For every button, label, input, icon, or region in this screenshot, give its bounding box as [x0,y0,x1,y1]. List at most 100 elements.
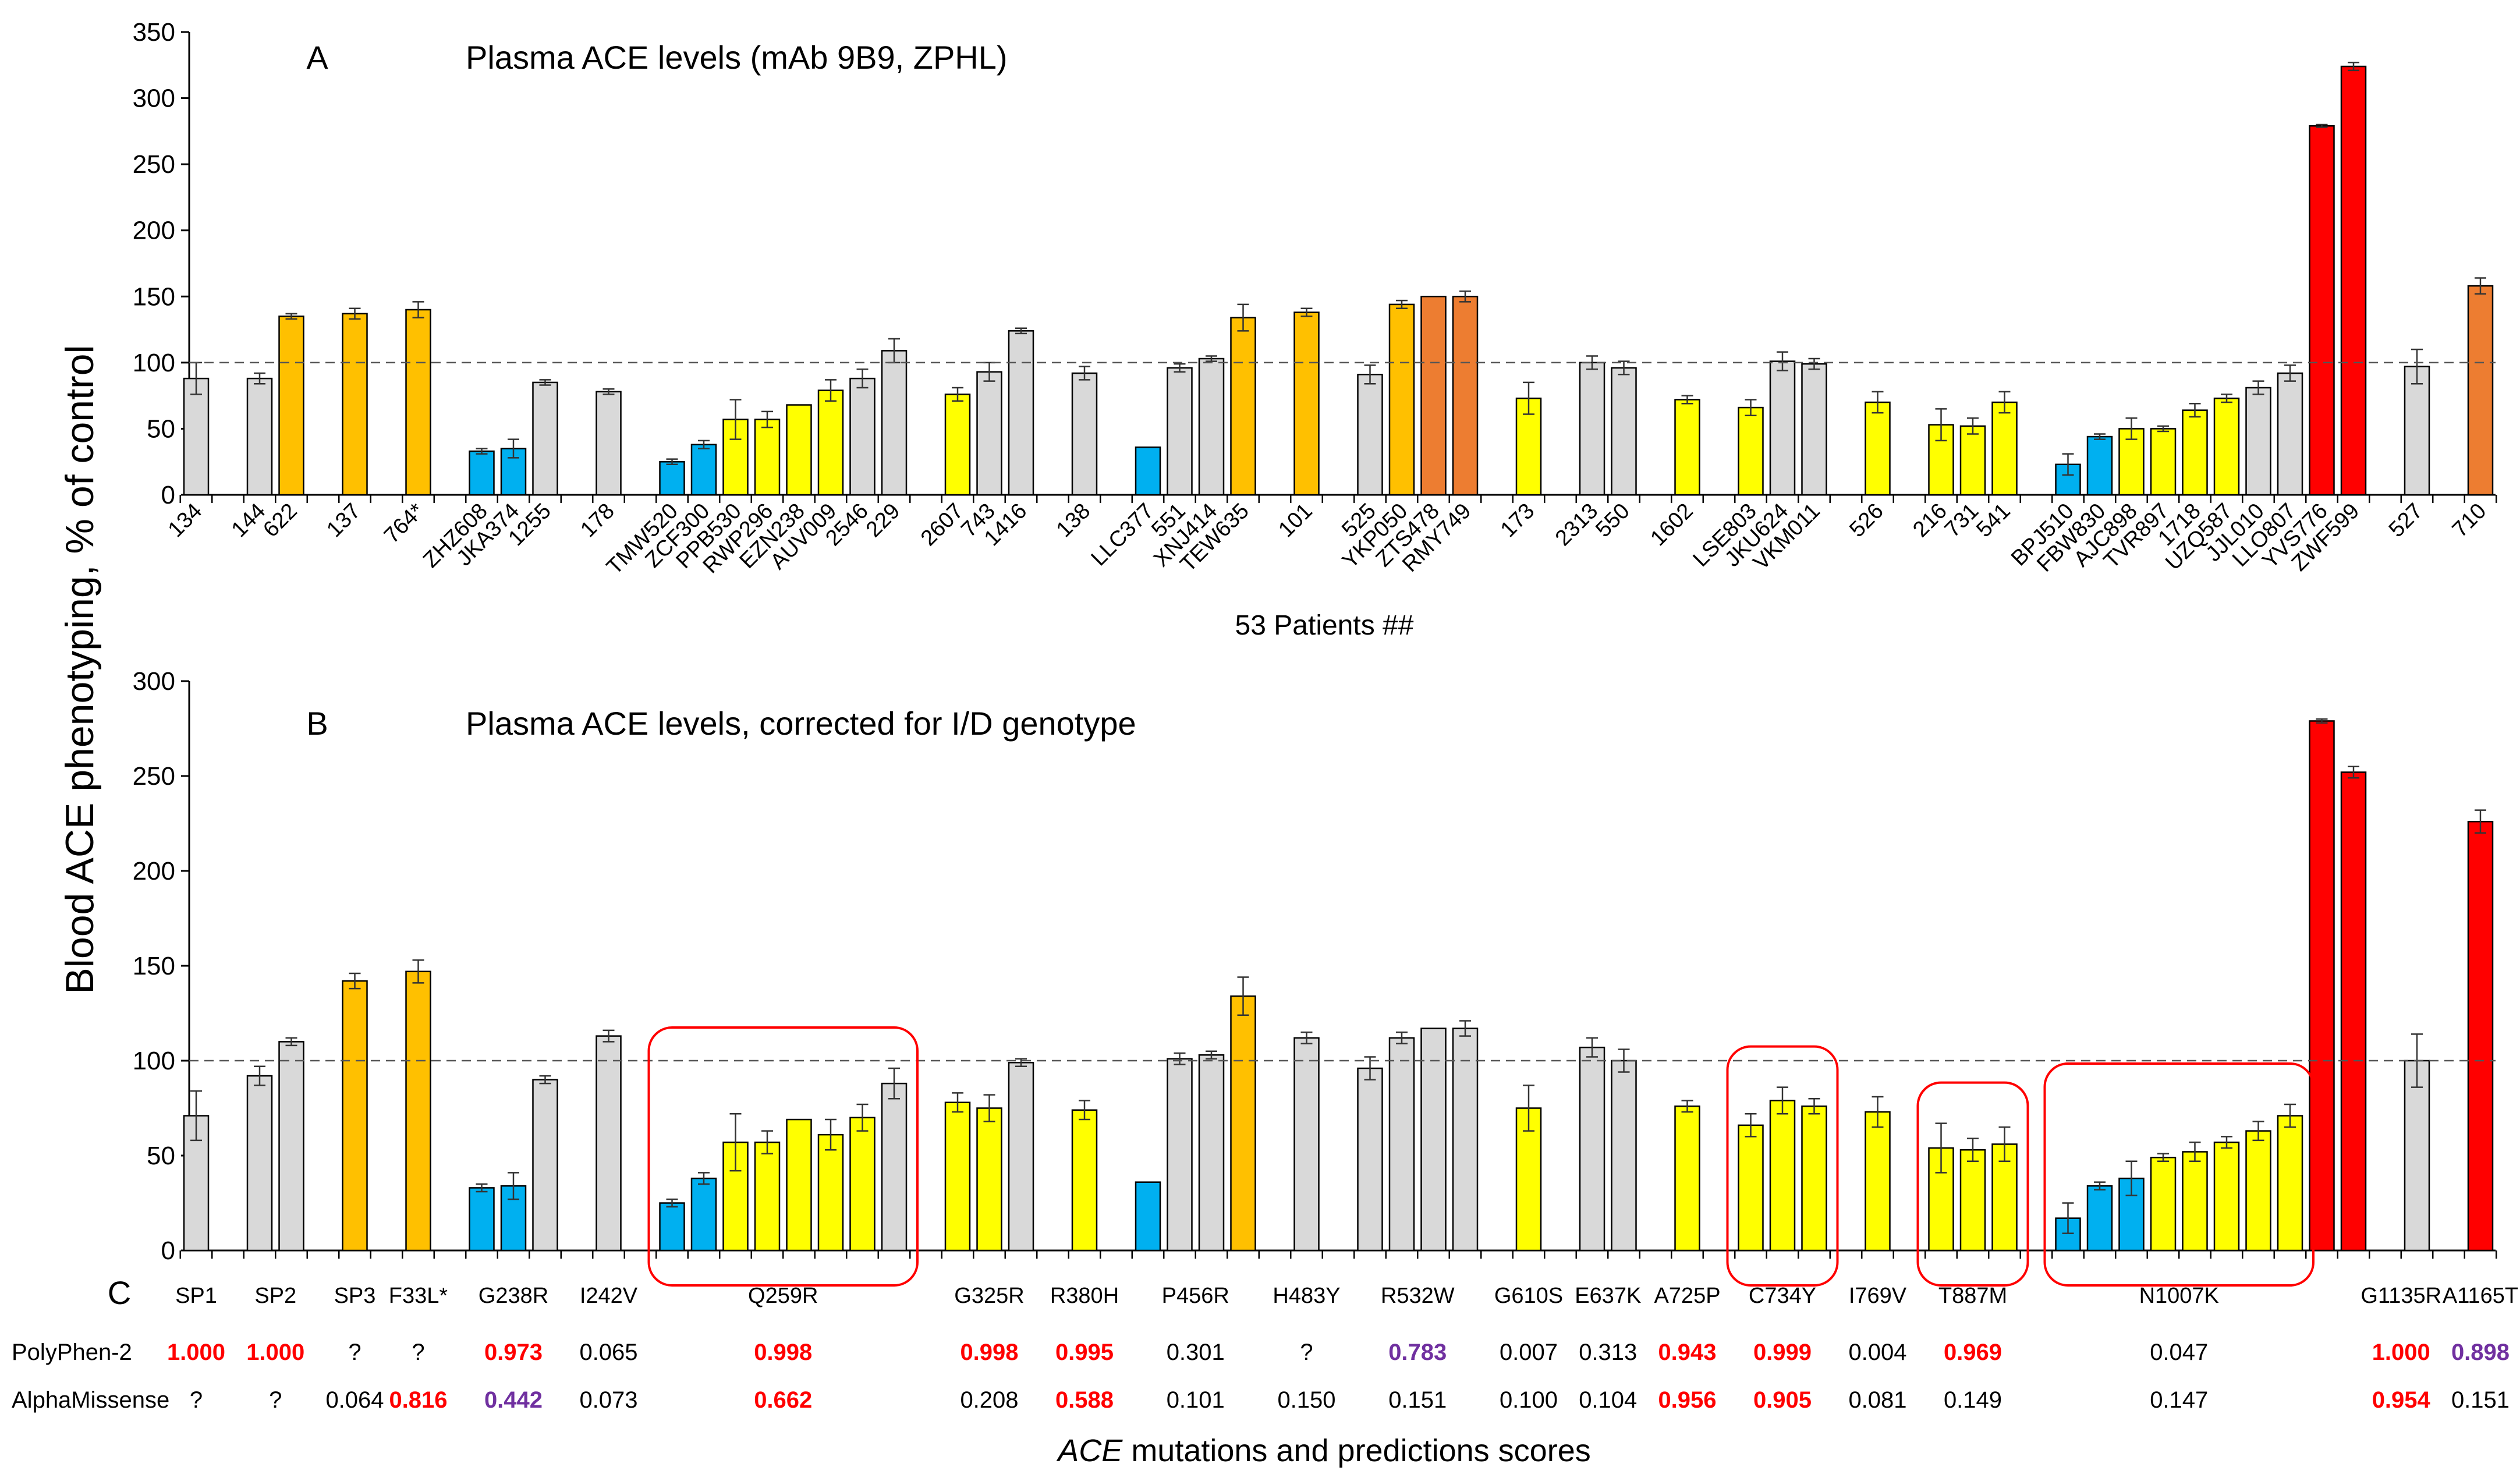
mutation-name: A1165T [2443,1284,2518,1308]
polyphen-score: 1.000 [2372,1340,2430,1365]
bar [2467,820,2494,1252]
alphamissense-score: 0.064 [325,1387,384,1413]
bar [849,1117,876,1252]
panel-a-chart: A Plasma ACE levels (mAb 9B9, ZPHL) 0 50 100… [133,18,2497,641]
bar [1008,330,1034,496]
bar [1865,401,1891,496]
polyphen-score: 0.301 [1167,1340,1225,1365]
alphamissense-score: 0.150 [1277,1387,1335,1413]
bar [1579,1046,1605,1252]
y-tick-label: 300 [133,84,175,113]
bar [1198,1054,1225,1252]
alphamissense-score: 0.588 [1055,1387,1114,1413]
bar [1674,1105,1700,1252]
bar [2055,463,2081,496]
panel-c-scores: C PolyPhen-2 AlphaMissense SP1 1.000? SP2 1.00… [12,1274,2518,1413]
polyphen-score: 0.969 [1944,1340,2002,1365]
x-tick-label: 137 [322,499,366,543]
alphamissense-score: 0.816 [389,1387,447,1413]
x-tick-label: 178 [576,499,619,543]
bar [1579,362,1605,496]
bar [469,450,495,496]
polyphen-score: 0.898 [2451,1340,2510,1365]
bar [1230,317,1256,496]
x-tick-label: 229 [862,499,905,543]
bar [183,377,210,496]
mutation-name: R532W [1381,1284,1455,1308]
bar [1801,363,1827,496]
bar [1293,1037,1320,1252]
bar [2467,285,2494,496]
bar [1611,367,1637,496]
bottom-axis-title: ACE mutations and predictions scores [1056,1433,1590,1468]
bar [1452,1028,1479,1252]
bar [976,371,1002,496]
bar [2182,409,2208,496]
bar [754,419,781,496]
bar [1865,1111,1891,1252]
x-tick-label: 138 [1052,499,1096,543]
bar [786,1118,812,1252]
polyphen-score: 0.047 [2150,1340,2208,1365]
alphamissense-score: 0.662 [754,1387,812,1413]
y-tick-label: 50 [147,414,175,443]
bar [2182,1151,2208,1252]
alphamissense-score: 0.100 [1500,1387,1558,1413]
highlight-box-t887m [1916,1081,2029,1287]
y-tick-label: 200 [133,857,175,885]
bottom-title-gene: ACE [1056,1433,1123,1468]
y-tick-label: 250 [133,762,175,791]
bar [2277,372,2303,496]
bar [1420,296,1447,496]
bar [596,391,622,496]
bar [469,1187,495,1252]
bar [1801,1105,1827,1252]
polyphen-score: 0.943 [1658,1340,1716,1365]
bar [659,460,685,496]
x-tick-label: 527 [2384,499,2428,543]
alphamissense-score: ? [269,1387,282,1413]
y-tick-label: 250 [133,150,175,179]
polyphen-score: 0.004 [1848,1340,1906,1365]
bar [1071,1109,1098,1252]
bar [342,313,368,496]
y-tick-label: 50 [147,1142,175,1170]
y-axis-title: Blood ACE phenotyping, % of control [58,345,102,994]
x-tick-label: 541 [1972,499,2015,543]
mutation-name: G610S [1494,1284,1563,1308]
bar [1674,399,1700,496]
highlight-box-q259r [647,1026,919,1287]
x-tick-label: 550 [1591,499,1635,543]
bar [1959,425,1986,496]
bar [817,1133,844,1252]
polyphen-score: 0.999 [1753,1340,1812,1365]
bar [1135,446,1161,496]
bar [2150,428,2177,496]
bar [1357,374,1383,496]
mutation-name: F33L* [389,1284,448,1308]
y-tick-label: 100 [133,349,175,377]
alphamissense-score: 0.101 [1167,1387,1225,1413]
polyphen-score: 0.065 [579,1340,637,1365]
bar [2245,387,2271,496]
bar [881,1082,908,1252]
bar [2404,366,2430,496]
x-tick-label: 1602 [1646,499,1697,551]
x-tick-label: LLC377 [1087,499,1159,571]
y-tick-label: 350 [133,18,175,47]
y-tick-label: 0 [161,481,175,509]
polyphen-score: ? [412,1340,424,1365]
bar [2277,1115,2303,1252]
bar [2340,771,2367,1252]
y-tick-label: 300 [133,667,175,696]
mutation-name: I769V [1849,1284,1907,1308]
bottom-title-rest: mutations and predictions scores [1122,1433,1590,1468]
bar [1388,303,1415,496]
alphamissense-score: 0.073 [579,1387,637,1413]
bar [405,970,431,1252]
mutation-name: G1135R [2360,1284,2441,1308]
bar [690,444,717,496]
bar [1167,1058,1193,1252]
alphamissense-score: 0.149 [1944,1387,2002,1413]
mutation-name: R380H [1050,1284,1119,1308]
